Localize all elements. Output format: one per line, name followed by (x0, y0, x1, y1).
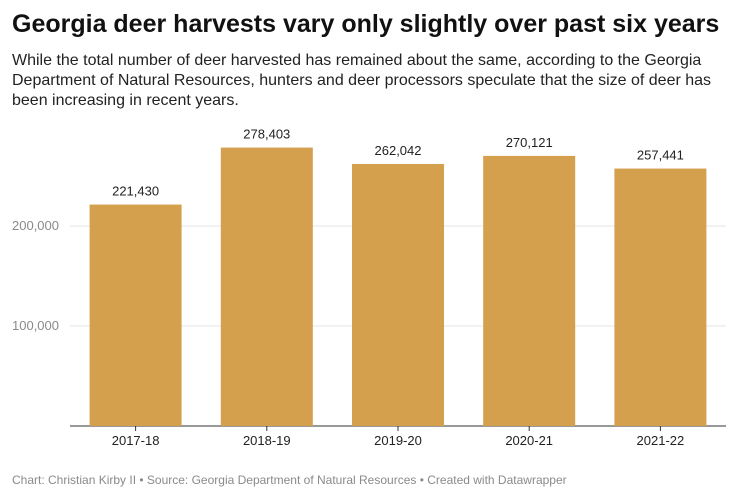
x-category-label: 2020-21 (505, 433, 553, 448)
labels: 100,000 200,000 221,430 2017-18 278,403 2018-… (12, 127, 684, 448)
bar-value-label: 257,441 (637, 148, 684, 163)
y-tick-label: 200,000 (12, 218, 59, 233)
bar-value-label: 221,430 (112, 184, 159, 199)
x-category-label: 2017-18 (112, 433, 160, 448)
chart-subtitle: While the total number of deer harvested… (12, 52, 712, 109)
y-tick-label: 100,000 (12, 318, 59, 333)
bar-value-label: 278,403 (243, 127, 290, 142)
bar (483, 155, 576, 426)
x-category-label: 2018-19 (243, 433, 291, 448)
x-category-label: 2019-20 (374, 433, 422, 448)
bar (614, 168, 707, 426)
chart-footer: Chart: Christian Kirby II • Source: Geor… (12, 473, 567, 487)
x-category-label: 2021-22 (637, 433, 685, 448)
bar-value-label: 270,121 (506, 135, 553, 150)
bar (220, 147, 313, 427)
bar (89, 204, 182, 426)
bar-value-label: 262,042 (375, 143, 422, 158)
bars (89, 147, 707, 427)
chart-title: Georgia deer harvests vary only slightly… (12, 10, 720, 38)
bar (352, 163, 444, 426)
bar-chart: 100,000 200,000 221,430 2017-18 278,403 2018-… (12, 127, 726, 448)
